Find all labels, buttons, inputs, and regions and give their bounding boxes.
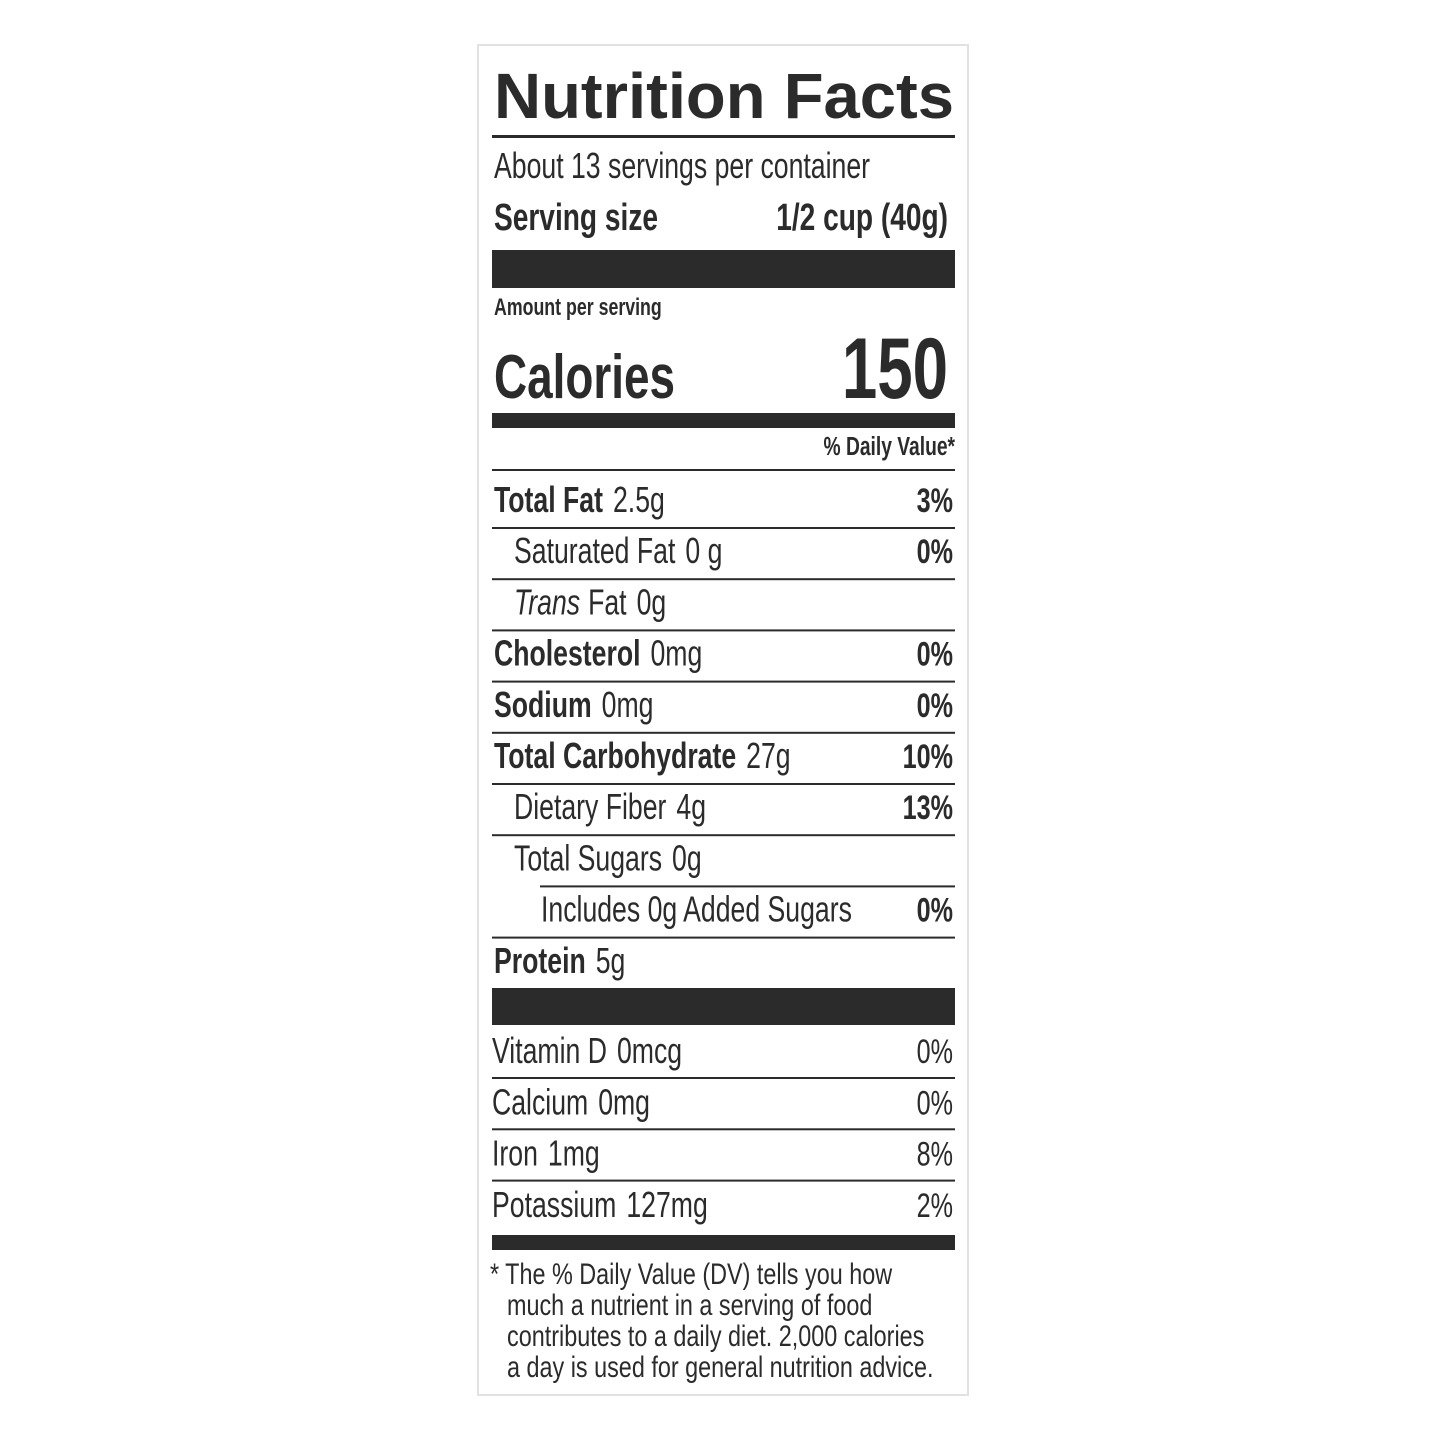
rule xyxy=(492,629,955,632)
nutrient-dv: 10% xyxy=(903,738,953,776)
nutrient-amount: 4g xyxy=(676,786,706,827)
rule xyxy=(492,783,955,785)
nutrient-name: Saturated Fat xyxy=(514,530,676,571)
thick-bar xyxy=(492,988,955,1025)
nutrient-dv: 13% xyxy=(903,790,953,828)
rule xyxy=(492,680,955,683)
rule xyxy=(492,469,955,471)
nutrient-dv: 0% xyxy=(917,636,953,674)
serving-size-label: Serving size xyxy=(494,197,658,239)
rule xyxy=(492,1128,955,1131)
rule xyxy=(492,527,955,529)
nutrient-name: Protein xyxy=(494,940,586,981)
rule xyxy=(492,578,955,581)
footnote-line: much a nutrient in a serving of food xyxy=(507,1288,872,1321)
nutrient-name: Total Carbohydrate xyxy=(494,735,736,776)
nutrient-amount: 0g xyxy=(672,837,702,878)
vitamin-name: Vitamin D xyxy=(492,1030,607,1071)
medium-bar xyxy=(492,413,955,428)
nutrient-name: Cholesterol xyxy=(494,633,640,674)
vitamin-dv: 2% xyxy=(917,1187,953,1225)
rule xyxy=(492,135,955,138)
thick-bar xyxy=(492,250,955,288)
rule xyxy=(492,1179,955,1182)
rule xyxy=(492,936,955,939)
vitamin-amount: 127mg xyxy=(626,1184,707,1225)
footnote-line: a day is used for general nutrition advi… xyxy=(507,1350,933,1383)
rule xyxy=(540,885,955,888)
vitamin-amount: 1mg xyxy=(548,1133,600,1174)
vitamin-name: Iron xyxy=(492,1133,538,1174)
daily-value-header: % Daily Value* xyxy=(824,431,956,461)
nutrient-dv: 0% xyxy=(917,534,953,572)
nutrient-amount: 27g xyxy=(746,735,790,776)
nutrient-dv: 0% xyxy=(917,687,953,725)
nutrient-dv: 3% xyxy=(917,482,953,520)
title: Nutrition Facts xyxy=(494,60,954,132)
vitamin-amount: 0mcg xyxy=(617,1030,682,1071)
rule xyxy=(492,731,955,734)
serving-size-value: 1/2 cup (40g) xyxy=(776,197,948,239)
vitamin-dv: 8% xyxy=(917,1136,953,1174)
medium-bar xyxy=(492,1235,955,1250)
vitamin-amount: 0mg xyxy=(598,1081,650,1122)
nutrient-amount: 0 g xyxy=(685,530,722,571)
footnote-line: contributes to a daily diet. 2,000 calor… xyxy=(507,1319,924,1352)
amount-per-serving: Amount per serving xyxy=(494,295,662,321)
nutrient-name: Total Fat xyxy=(494,479,603,520)
nutrient-amount: 0mg xyxy=(602,684,654,725)
nutrient-name: Total Sugars xyxy=(514,837,662,878)
calories-value: 150 xyxy=(842,322,948,417)
footnote-line: * The % Daily Value (DV) tells you how xyxy=(490,1257,893,1290)
calories-label: Calories xyxy=(494,342,675,411)
nutrient-name: Includes 0g Added Sugars xyxy=(541,889,852,930)
rule xyxy=(492,834,955,837)
nutrient-amount: 2.5g xyxy=(613,479,665,520)
rule xyxy=(492,1077,955,1079)
nutrient-name: Fat xyxy=(588,581,627,622)
nutrient-amount: 0mg xyxy=(650,633,702,674)
vitamin-name: Calcium xyxy=(492,1081,588,1122)
nutrient-dv: 0% xyxy=(917,892,953,930)
nutrient-name: Sodium xyxy=(494,684,592,725)
vitamin-dv: 0% xyxy=(917,1033,953,1071)
nutrient-name-italic: Trans xyxy=(514,581,580,622)
servings: About 13 servings per container xyxy=(494,145,870,186)
vitamin-name: Potassium xyxy=(492,1184,616,1225)
nutrient-amount: 5g xyxy=(596,940,626,981)
nutrient-name: Dietary Fiber xyxy=(514,786,667,827)
nutrient-amount: 0g xyxy=(637,581,667,622)
vitamin-dv: 0% xyxy=(917,1085,953,1123)
